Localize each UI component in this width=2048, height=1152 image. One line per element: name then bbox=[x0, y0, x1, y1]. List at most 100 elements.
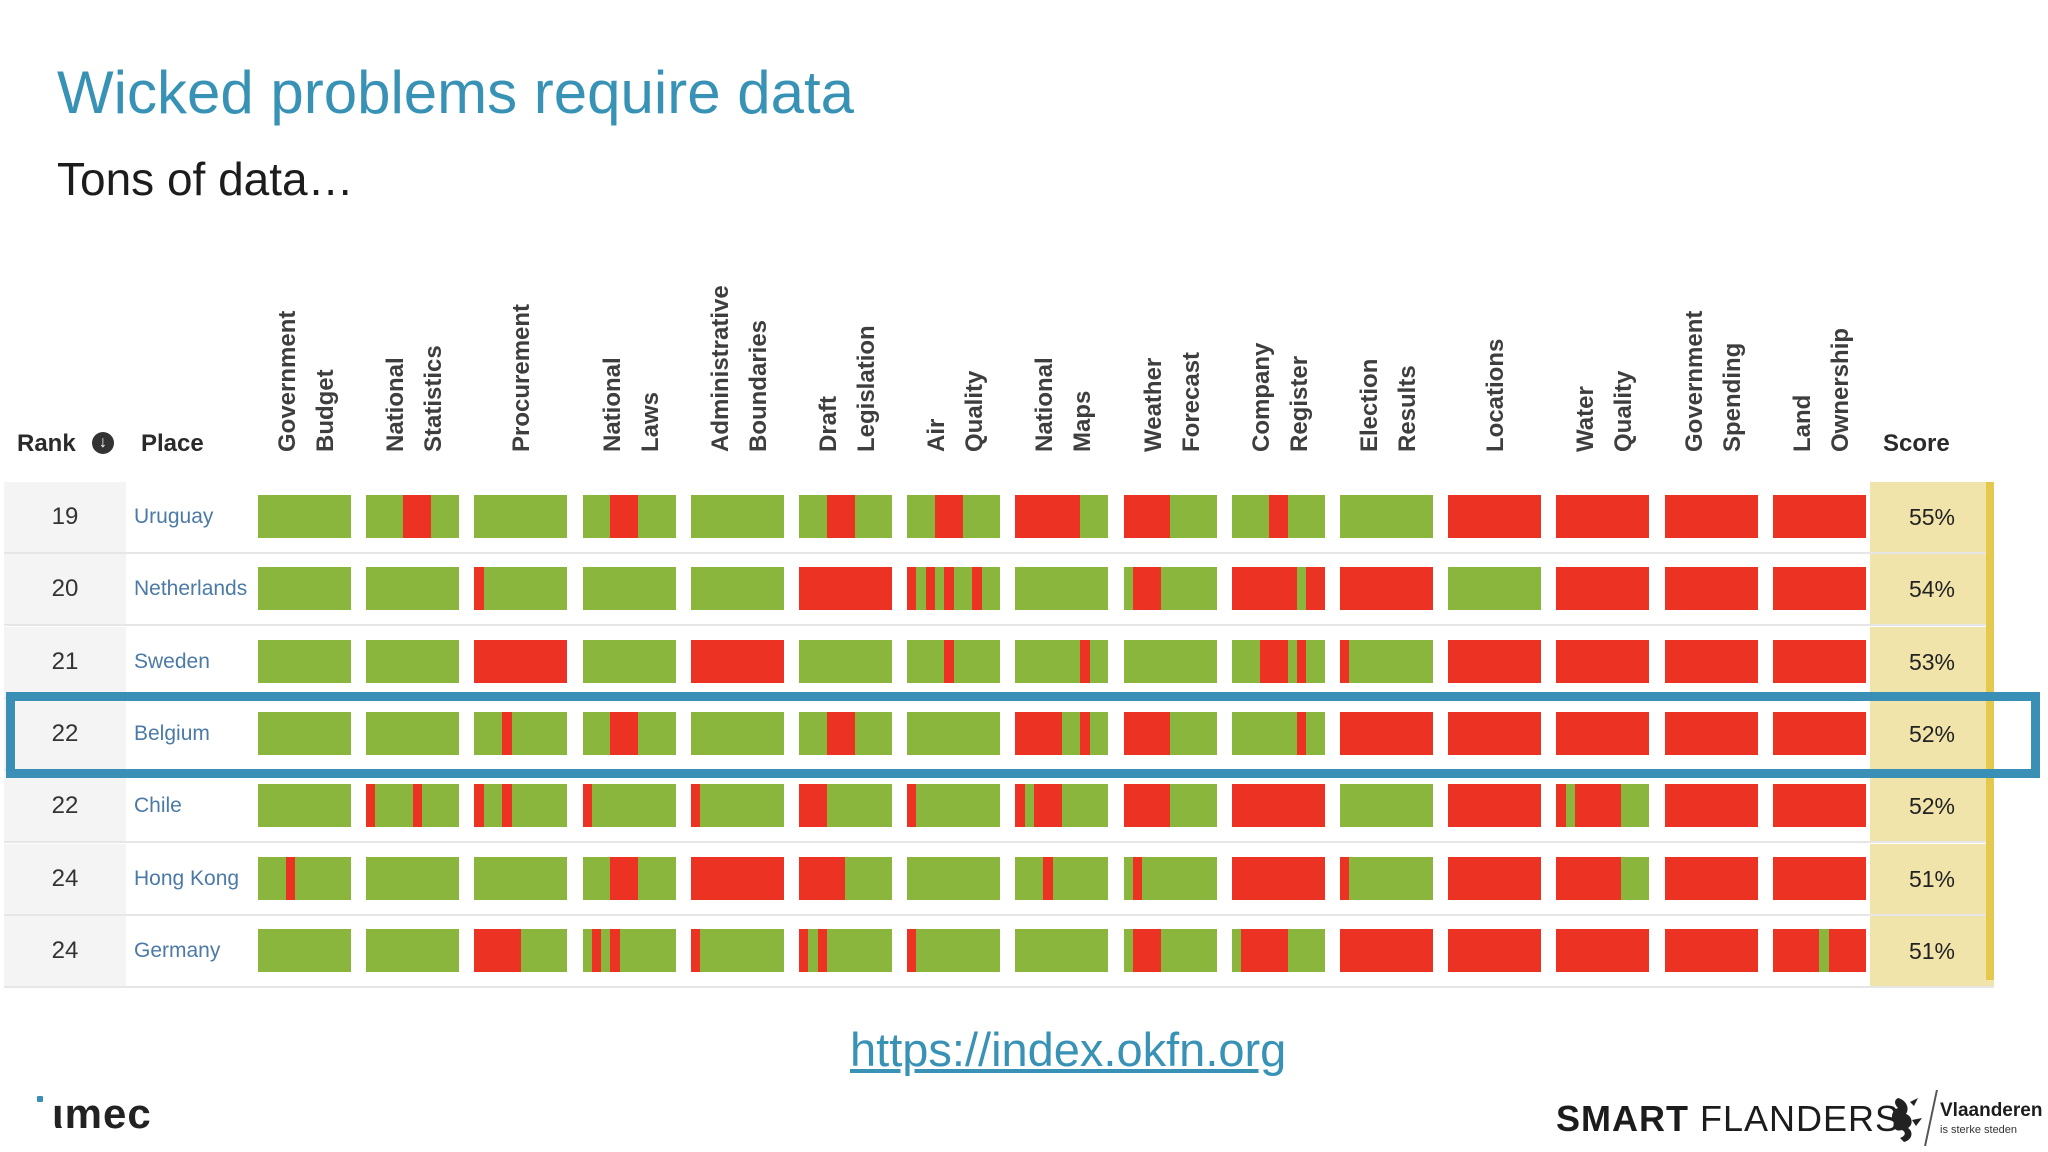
dataset-score-bar[interactable] bbox=[1015, 856, 1109, 900]
dataset-score-bar[interactable] bbox=[1340, 856, 1433, 900]
table-row[interactable]: 19 Uruguay 55% bbox=[4, 482, 1994, 552]
column-header-label[interactable]: Locations bbox=[1482, 338, 1510, 452]
dataset-score-bar[interactable] bbox=[1556, 784, 1650, 828]
column-header-label[interactable]: Land bbox=[1788, 394, 1816, 452]
column-header-label[interactable]: Spending bbox=[1718, 342, 1746, 452]
dataset-score-bar[interactable] bbox=[1340, 567, 1433, 611]
dataset-score-bar[interactable] bbox=[907, 784, 1001, 828]
dataset-score-bar[interactable] bbox=[582, 711, 676, 755]
dataset-score-bar[interactable] bbox=[1664, 856, 1758, 900]
place-link[interactable]: Uruguay bbox=[134, 505, 214, 528]
dataset-score-bar[interactable] bbox=[366, 784, 460, 828]
table-row[interactable]: 24 Germany 51% bbox=[4, 915, 1994, 986]
dataset-score-bar[interactable] bbox=[1123, 711, 1217, 755]
dataset-score-bar[interactable] bbox=[1015, 639, 1109, 683]
column-header-label[interactable]: Draft bbox=[815, 395, 842, 452]
dataset-score-bar[interactable] bbox=[907, 495, 1001, 538]
dataset-score-bar[interactable] bbox=[366, 856, 460, 900]
dataset-score-bar[interactable] bbox=[907, 711, 1001, 755]
column-header-label[interactable]: Weather bbox=[1139, 357, 1167, 452]
table-row[interactable]: 22 Chile 52% bbox=[4, 771, 1994, 842]
dataset-score-bar[interactable] bbox=[1340, 495, 1433, 538]
place-link[interactable]: Sweden bbox=[134, 649, 210, 673]
dataset-score-bar[interactable] bbox=[1015, 567, 1109, 611]
dataset-score-bar[interactable] bbox=[1340, 784, 1433, 828]
dataset-score-bar[interactable] bbox=[1015, 495, 1109, 538]
column-header-label[interactable]: Company bbox=[1247, 342, 1275, 452]
dataset-score-bar[interactable] bbox=[366, 495, 460, 538]
place-link[interactable]: Germany bbox=[134, 938, 221, 962]
dataset-score-bar[interactable] bbox=[474, 928, 568, 972]
dataset-score-bar[interactable] bbox=[1015, 784, 1109, 828]
dataset-score-bar[interactable] bbox=[1772, 495, 1866, 538]
dataset-score-bar[interactable] bbox=[1123, 928, 1217, 972]
sort-down-icon[interactable]: ↓ bbox=[92, 432, 114, 454]
dataset-score-bar[interactable] bbox=[1448, 784, 1542, 828]
column-header-label[interactable]: Government bbox=[274, 310, 301, 452]
dataset-score-bar[interactable] bbox=[366, 639, 460, 683]
rank-column-header[interactable]: Rank bbox=[17, 430, 76, 457]
dataset-score-bar[interactable] bbox=[690, 784, 784, 828]
column-header-label[interactable]: Quality bbox=[1610, 370, 1638, 452]
column-header-label[interactable]: Forecast bbox=[1177, 351, 1205, 452]
dataset-score-bar[interactable] bbox=[1448, 639, 1542, 683]
dataset-score-bar[interactable] bbox=[258, 784, 351, 828]
dataset-score-bar[interactable] bbox=[1015, 928, 1109, 972]
dataset-score-bar[interactable] bbox=[1231, 495, 1325, 538]
dataset-score-bar[interactable] bbox=[1123, 784, 1217, 828]
dataset-score-bar[interactable] bbox=[1123, 495, 1217, 538]
place-link[interactable]: Chile bbox=[134, 794, 182, 818]
dataset-score-bar[interactable] bbox=[474, 639, 568, 683]
dataset-score-bar[interactable] bbox=[1664, 784, 1758, 828]
table-row[interactable]: 22 Belgium 52% bbox=[4, 698, 1994, 769]
dataset-score-bar[interactable] bbox=[474, 711, 568, 755]
place-link[interactable]: Hong Kong bbox=[134, 866, 240, 890]
column-header-label[interactable]: Budget bbox=[312, 369, 339, 452]
dataset-score-bar[interactable] bbox=[366, 928, 460, 972]
column-header-label[interactable]: Procurement bbox=[508, 303, 536, 452]
dataset-score-bar[interactable] bbox=[799, 856, 892, 900]
dataset-score-bar[interactable] bbox=[1231, 784, 1325, 828]
dataset-score-bar[interactable] bbox=[690, 856, 784, 900]
dataset-score-bar[interactable] bbox=[1448, 928, 1542, 972]
table-row[interactable]: 20 Netherlands 54% bbox=[4, 554, 1994, 625]
column-header-label[interactable]: National bbox=[382, 357, 410, 452]
dataset-score-bar[interactable] bbox=[799, 784, 892, 828]
dataset-score-bar[interactable] bbox=[1664, 567, 1758, 611]
place-column-header[interactable]: Place bbox=[141, 430, 204, 457]
column-header-label[interactable]: Election bbox=[1356, 358, 1383, 452]
dataset-score-bar[interactable] bbox=[1231, 639, 1325, 683]
dataset-score-bar[interactable] bbox=[366, 711, 460, 755]
dataset-score-bar[interactable] bbox=[1664, 639, 1758, 683]
dataset-score-bar[interactable] bbox=[1772, 928, 1866, 972]
dataset-score-bar[interactable] bbox=[1231, 928, 1325, 972]
dataset-score-bar[interactable] bbox=[1556, 639, 1650, 683]
dataset-score-bar[interactable] bbox=[1015, 711, 1109, 755]
column-header-label[interactable]: Quality bbox=[961, 370, 989, 452]
column-header-label[interactable]: Ownership bbox=[1826, 327, 1854, 452]
dataset-score-bar[interactable] bbox=[799, 928, 892, 972]
place-link[interactable]: Belgium bbox=[134, 721, 210, 745]
dataset-score-bar[interactable] bbox=[582, 928, 676, 972]
dataset-score-bar[interactable] bbox=[582, 856, 676, 900]
column-header-label[interactable]: Administrative bbox=[706, 285, 734, 452]
dataset-score-bar[interactable] bbox=[366, 567, 460, 611]
dataset-score-bar[interactable] bbox=[1340, 928, 1433, 972]
dataset-score-bar[interactable] bbox=[907, 639, 1001, 683]
place-link[interactable]: Netherlands bbox=[134, 577, 248, 601]
dataset-score-bar[interactable] bbox=[1772, 856, 1866, 900]
source-link[interactable]: https://index.okfn.org bbox=[850, 1023, 1287, 1076]
dataset-score-bar[interactable] bbox=[1448, 567, 1542, 611]
dataset-score-bar[interactable] bbox=[258, 495, 351, 538]
dataset-score-bar[interactable] bbox=[582, 784, 676, 828]
dataset-score-bar[interactable] bbox=[690, 639, 784, 683]
column-header-label[interactable]: Government bbox=[1680, 310, 1708, 452]
dataset-score-bar[interactable] bbox=[1556, 567, 1650, 611]
column-header-label[interactable]: Water bbox=[1572, 386, 1600, 452]
dataset-score-bar[interactable] bbox=[1123, 639, 1217, 683]
table-row[interactable]: 24 Hong Kong 51% bbox=[4, 843, 1994, 914]
dataset-score-bar[interactable] bbox=[258, 567, 351, 611]
column-header-label[interactable]: Boundaries bbox=[744, 319, 772, 452]
column-header-label[interactable]: Register bbox=[1285, 355, 1313, 452]
dataset-score-bar[interactable] bbox=[1556, 711, 1650, 755]
